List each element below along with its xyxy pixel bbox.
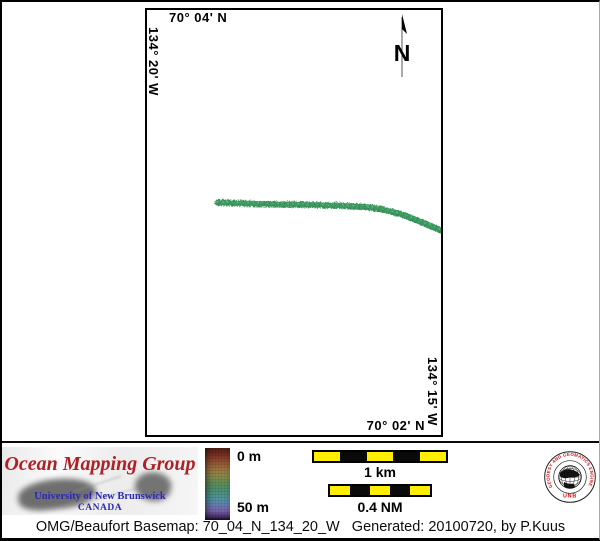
omg-country: CANADA (77, 503, 123, 513)
map-label-west-lon: 134° 20' W (146, 27, 161, 96)
scalebar-segment (330, 486, 350, 495)
scalebar-nm-label: 0.4 NM (357, 499, 403, 515)
scalebar-segment (350, 486, 370, 495)
panel-divider (2, 441, 599, 443)
unb-gge-seal-icon: GEODESY AND GEOMATICS ENGINEERING UNB (543, 450, 596, 503)
scalebar-segment (390, 486, 410, 495)
omg-subtitle: University of New Brunswick (34, 491, 166, 502)
scalebar-segment (410, 486, 430, 495)
north-arrow-label: N (394, 40, 411, 66)
omg-title: Ocean Mapping Group (4, 453, 196, 475)
map-label-north-lat: 70° 04' N (169, 10, 228, 25)
footer-caption: OMG/Beaufort Basemap: 70_04_N_134_20_W G… (35, 519, 566, 535)
scalebar-nm (328, 484, 432, 497)
seal-unb-text: UNB (563, 494, 577, 500)
scalebar-km (312, 450, 448, 463)
colorbar-max-label: 50 m (237, 499, 269, 515)
scalebar-segment (340, 452, 367, 461)
north-arrow-icon: N (394, 14, 411, 77)
colorbar-min-label: 0 m (237, 448, 262, 464)
scalebar-segment (314, 452, 341, 461)
scalebar-segment (393, 452, 420, 461)
scalebar-segment (419, 452, 447, 461)
depth-colorbar (205, 448, 230, 520)
scalebar-segment (366, 452, 394, 461)
bathymetry-track (213, 198, 441, 234)
scalebar-km-label: 1 km (364, 464, 396, 480)
globe-icon (558, 465, 582, 489)
scalebar-segment (370, 486, 390, 495)
map-label-south-lat: 70° 02' N (366, 418, 425, 433)
map-label-east-lon: 134° 15' W (425, 357, 440, 426)
map-frame: 70° 04' N 134° 20' W 134° 15' W 70° 02' … (145, 8, 443, 437)
omg-logo: Ocean Mapping Group University of New Br… (2, 447, 198, 515)
